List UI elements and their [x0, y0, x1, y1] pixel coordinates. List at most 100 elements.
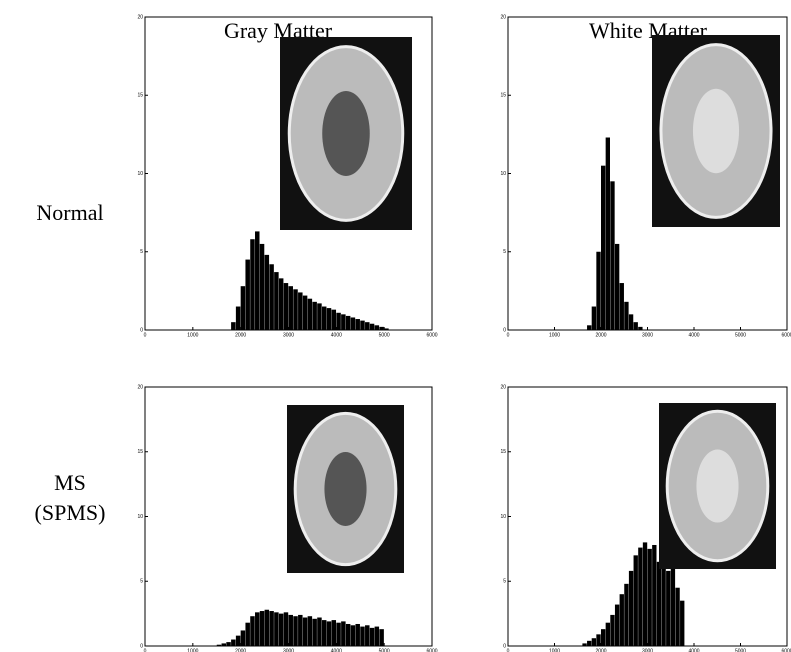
bar — [610, 181, 614, 330]
bar — [336, 623, 340, 646]
bar — [250, 616, 254, 646]
x-tick-label: 3000 — [283, 332, 294, 338]
x-tick-label: 1000 — [187, 648, 198, 652]
x-tick-label: 0 — [144, 648, 147, 652]
x-tick-label: 4000 — [688, 332, 699, 338]
bar — [351, 317, 355, 330]
x-tick-label: 6000 — [426, 648, 437, 652]
bar — [592, 638, 596, 646]
bar — [322, 620, 326, 646]
bar — [317, 303, 321, 330]
bar — [601, 166, 605, 330]
y-tick-label: 15 — [137, 449, 143, 455]
bar — [592, 307, 596, 330]
bar — [332, 620, 336, 646]
bar — [355, 319, 359, 330]
x-tick-label: 4000 — [331, 648, 342, 652]
x-tick-label: 2000 — [235, 332, 246, 338]
bar — [624, 302, 628, 330]
bar — [260, 244, 264, 330]
bar — [255, 612, 259, 646]
bar — [346, 316, 350, 330]
bar — [269, 264, 273, 330]
bar — [293, 289, 297, 330]
bar — [370, 628, 374, 646]
bar — [601, 629, 605, 646]
bar — [269, 611, 273, 646]
bar — [293, 616, 297, 646]
bar — [680, 601, 684, 646]
bar — [265, 255, 269, 330]
bar — [312, 302, 316, 330]
x-tick-label: 2000 — [595, 332, 606, 338]
bar — [341, 621, 345, 646]
bar — [298, 292, 302, 330]
bar — [587, 325, 591, 330]
bar — [615, 244, 619, 330]
x-tick-label: 0 — [507, 648, 510, 652]
y-tick-label: 15 — [137, 93, 143, 99]
x-tick-label: 5000 — [379, 332, 390, 338]
bar — [303, 618, 307, 646]
bar — [648, 549, 652, 646]
x-tick-label: 6000 — [781, 648, 791, 652]
bar — [289, 286, 293, 330]
bar — [312, 619, 316, 646]
bar — [274, 612, 278, 646]
bar — [671, 568, 675, 646]
x-tick-label: 5000 — [735, 332, 746, 338]
bar — [360, 627, 364, 646]
bar — [375, 627, 379, 646]
bar — [370, 324, 374, 330]
brain-ventricle — [322, 91, 370, 176]
bar — [245, 623, 249, 646]
x-tick-label: 0 — [507, 332, 510, 338]
x-tick-label: 4000 — [331, 332, 342, 338]
bar — [231, 322, 235, 330]
bar — [620, 283, 624, 330]
bar — [279, 614, 283, 646]
y-tick-label: 20 — [500, 384, 506, 390]
bar — [231, 640, 235, 646]
bar — [355, 624, 359, 646]
bar — [657, 562, 661, 646]
y-tick-label: 10 — [137, 514, 143, 520]
bar — [596, 634, 600, 646]
bar — [332, 310, 336, 330]
x-tick-label: 3000 — [283, 648, 294, 652]
bar — [638, 327, 642, 330]
bar — [610, 615, 614, 646]
bar — [236, 307, 240, 330]
y-tick-label: 20 — [500, 14, 506, 20]
y-tick-label: 5 — [503, 579, 506, 585]
x-tick-label: 4000 — [688, 648, 699, 652]
x-tick-label: 2000 — [595, 648, 606, 652]
bar — [620, 594, 624, 646]
y-tick-label: 10 — [500, 514, 506, 520]
bar — [303, 296, 307, 330]
y-tick-label: 10 — [137, 171, 143, 177]
x-tick-label: 1000 — [187, 332, 198, 338]
y-tick-label: 20 — [137, 384, 143, 390]
y-tick-label: 10 — [500, 171, 506, 177]
bar — [336, 313, 340, 330]
x-tick-label: 6000 — [426, 332, 437, 338]
bar — [582, 643, 586, 646]
bar — [317, 618, 321, 646]
bar — [222, 643, 226, 646]
bar — [265, 610, 269, 646]
bar — [327, 621, 331, 646]
bar — [365, 625, 369, 646]
bar — [375, 325, 379, 330]
bar — [217, 645, 221, 646]
row-label: (SPMS) — [35, 500, 106, 525]
x-tick-label: 2000 — [235, 648, 246, 652]
x-tick-label: 0 — [144, 332, 147, 338]
bar — [629, 571, 633, 646]
bar — [298, 615, 302, 646]
bar — [624, 584, 628, 646]
bar — [587, 641, 591, 646]
brain-ventricle — [693, 89, 739, 173]
bar — [250, 239, 254, 330]
